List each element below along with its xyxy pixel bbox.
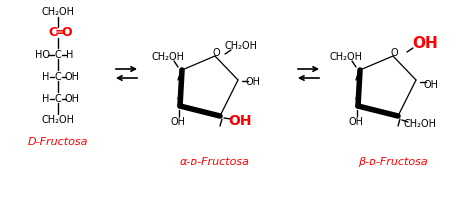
Text: OH: OH bbox=[64, 94, 80, 104]
Text: CH₂OH: CH₂OH bbox=[225, 41, 257, 51]
Text: OH: OH bbox=[348, 117, 364, 127]
Text: OH: OH bbox=[423, 80, 438, 90]
Text: H: H bbox=[66, 50, 73, 60]
Text: OH: OH bbox=[171, 117, 185, 127]
Text: CH₂OH: CH₂OH bbox=[152, 52, 184, 62]
Text: HO: HO bbox=[35, 50, 49, 60]
Text: D-Fructosa: D-Fructosa bbox=[28, 137, 88, 147]
Text: CH₂OH: CH₂OH bbox=[42, 7, 74, 17]
Text: OH: OH bbox=[64, 72, 80, 82]
Text: C: C bbox=[55, 50, 61, 60]
Text: H: H bbox=[42, 72, 50, 82]
Text: H: H bbox=[42, 94, 50, 104]
Text: OH: OH bbox=[228, 114, 252, 128]
Text: =: = bbox=[55, 26, 65, 40]
Text: O: O bbox=[390, 48, 398, 58]
Text: C: C bbox=[48, 26, 57, 40]
Text: CH₂OH: CH₂OH bbox=[329, 52, 363, 62]
Text: OH: OH bbox=[412, 37, 438, 52]
Text: C: C bbox=[55, 72, 61, 82]
Text: CH₂OH: CH₂OH bbox=[403, 119, 437, 129]
Text: α-ᴅ-Fructosa: α-ᴅ-Fructosa bbox=[180, 157, 250, 167]
Text: CH₂OH: CH₂OH bbox=[42, 115, 74, 125]
Text: C: C bbox=[55, 94, 61, 104]
Text: O: O bbox=[62, 26, 73, 40]
Text: OH: OH bbox=[246, 77, 261, 87]
Text: O: O bbox=[212, 48, 220, 58]
Text: β-ᴅ-Fructosa: β-ᴅ-Fructosa bbox=[358, 157, 428, 167]
